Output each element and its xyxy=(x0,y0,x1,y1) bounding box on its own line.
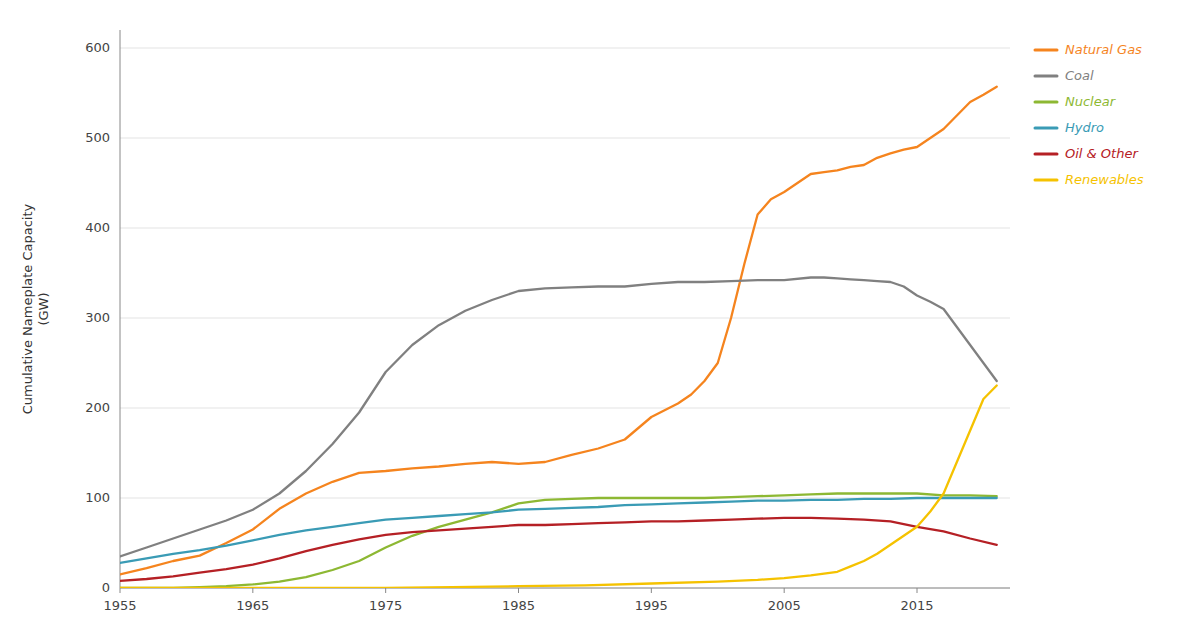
legend-swatch xyxy=(1035,179,1057,182)
legend-label: Renewables xyxy=(1065,172,1144,187)
y-axis-label-line: Cumulative Nameplate Capacity xyxy=(20,203,35,414)
x-tick xyxy=(385,588,386,593)
series-line xyxy=(120,498,997,563)
x-tick xyxy=(651,588,652,593)
x-tick xyxy=(252,588,253,593)
grid xyxy=(120,48,1010,588)
y-tick-label: 600 xyxy=(85,40,110,55)
y-tick-label: 400 xyxy=(85,220,110,235)
y-tick-label: 100 xyxy=(85,490,110,505)
series-line xyxy=(120,87,997,575)
legend-swatch xyxy=(1035,75,1057,78)
y-tick-label: 0 xyxy=(102,580,110,595)
y-axis-label: Cumulative Nameplate Capacity(GW) xyxy=(20,203,51,414)
legend-swatch xyxy=(1035,49,1057,52)
chart: 0 100 200 300 400 500 600 1955 1965 1975 1985 1995 2… xyxy=(0,0,1200,638)
x-tick xyxy=(784,588,785,593)
grid-line xyxy=(120,228,1010,229)
series-line xyxy=(120,386,997,589)
x-tick xyxy=(120,588,121,593)
legend: Natural Gas Coal Nuclear Hydro Oil & Other Re… xyxy=(1035,42,1144,187)
series-lines xyxy=(120,87,997,588)
x-tick-label: 1995 xyxy=(635,598,668,613)
grid-line xyxy=(120,48,1010,49)
legend-label: Hydro xyxy=(1065,120,1104,135)
y-tick-label: 500 xyxy=(85,130,110,145)
legend-label: Coal xyxy=(1065,68,1094,83)
legend-label: Oil & Other xyxy=(1065,146,1139,161)
series-line xyxy=(120,494,997,589)
legend-label: Natural Gas xyxy=(1065,42,1142,57)
y-tick-label: 200 xyxy=(85,400,110,415)
series-line xyxy=(120,278,997,557)
x-tick xyxy=(518,588,519,593)
legend-label: Nuclear xyxy=(1065,94,1117,109)
y-axis-line xyxy=(120,30,121,588)
x-tick-label: 2015 xyxy=(900,598,933,613)
y-tick-label: 300 xyxy=(85,310,110,325)
grid-line xyxy=(120,408,1010,409)
x-tick-label: 1975 xyxy=(369,598,402,613)
legend-swatch xyxy=(1035,127,1057,130)
x-tick-label: 1965 xyxy=(236,598,269,613)
y-axis-label-line: (GW) xyxy=(36,292,51,325)
legend-swatch xyxy=(1035,101,1057,104)
x-tick xyxy=(917,588,918,593)
x-tick-label: 1985 xyxy=(502,598,535,613)
grid-line xyxy=(120,138,1010,139)
legend-swatch xyxy=(1035,153,1057,156)
x-tick-label: 1955 xyxy=(103,598,136,613)
series-line xyxy=(120,518,997,581)
x-tick-label: 2005 xyxy=(768,598,801,613)
grid-line xyxy=(120,318,1010,319)
